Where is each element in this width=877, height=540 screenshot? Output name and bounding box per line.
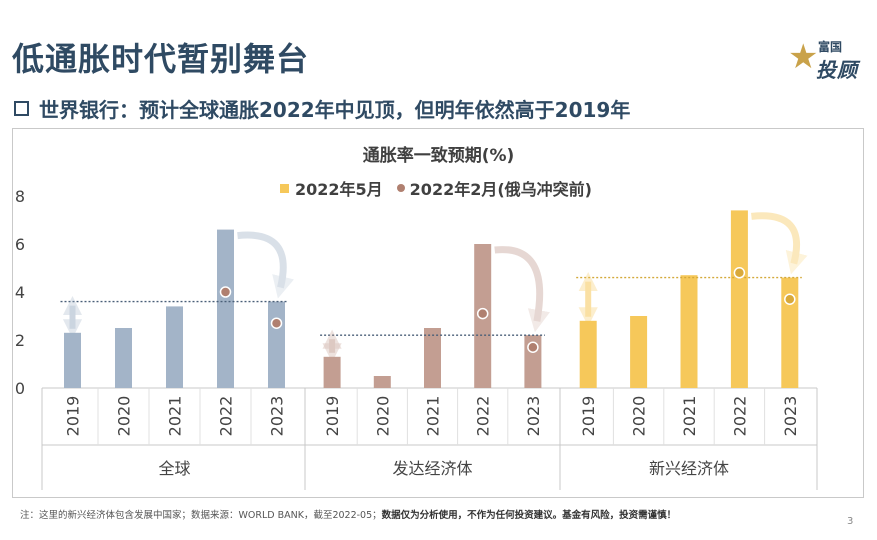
bar-2021 bbox=[424, 328, 441, 388]
group-label: 发达经济体 bbox=[392, 459, 472, 478]
feb-dot-2022 bbox=[733, 267, 746, 279]
star-icon: ★ bbox=[788, 37, 819, 77]
x-tick-label: 2020 bbox=[115, 396, 134, 437]
footnote-disclaimer: 数据仅为分析使用，不作为任何投资建议。基金有风险，投资需谨慎！ bbox=[381, 510, 677, 521]
x-tick-label: 2020 bbox=[630, 396, 649, 437]
bar-2022 bbox=[730, 210, 748, 388]
bar-2021 bbox=[680, 275, 698, 388]
feb-dot-2023 bbox=[270, 317, 283, 329]
feb-dot-2022 bbox=[476, 307, 489, 320]
bar-2020 bbox=[630, 316, 648, 388]
feb-dot-2022 bbox=[219, 286, 232, 298]
legend-label-feb: 2022年2月(俄乌冲突前) bbox=[409, 180, 592, 199]
x-tick-label: 2023 bbox=[268, 396, 287, 437]
x-tick-label: 2023 bbox=[524, 396, 543, 437]
subtitle-text: 世界银行：预计全球通胀2022年中见顶，但明年依然高于2019年 bbox=[39, 98, 631, 122]
decline-curved-arrow bbox=[494, 246, 550, 333]
bar-2019 bbox=[64, 332, 81, 388]
y-tick-label: 0 bbox=[15, 379, 25, 398]
feb-dot-2023 bbox=[527, 341, 539, 353]
bar-2020 bbox=[115, 328, 132, 388]
bar-2023 bbox=[268, 301, 285, 388]
bar-2022 bbox=[217, 229, 234, 388]
decline-curved-arrow bbox=[237, 231, 295, 299]
chart-title: 通胀率一致预期(%) bbox=[362, 146, 515, 166]
footnote-source: 注：这里的新兴经济体包含发展中国家；数据来源：WORLD BANK，截至2022… bbox=[20, 510, 382, 521]
x-tick-label: 2019 bbox=[64, 396, 83, 437]
square-bullet-icon bbox=[14, 101, 29, 116]
x-tick-label: 2021 bbox=[424, 396, 443, 437]
x-tick-label: 2019 bbox=[323, 396, 342, 437]
bar-2023 bbox=[781, 277, 799, 388]
x-tick-label: 2023 bbox=[781, 396, 800, 437]
logo-bottom-text: 投顾 bbox=[816, 58, 858, 82]
y-tick-label: 8 bbox=[15, 187, 25, 206]
chart-panel bbox=[12, 128, 864, 498]
bar-2020 bbox=[373, 376, 391, 388]
page-number: 3 bbox=[847, 516, 854, 527]
x-tick-label: 2019 bbox=[579, 396, 598, 437]
y-tick-label: 2 bbox=[15, 331, 25, 350]
page-title: 低通胀时代暂别舞台 bbox=[12, 40, 310, 78]
footnote: 注：这里的新兴经济体包含发展中国家；数据来源：WORLD BANK，截至2022… bbox=[20, 507, 676, 521]
x-tick-label: 2022 bbox=[730, 396, 749, 437]
bar-2019 bbox=[579, 320, 597, 388]
legend-dot-feb bbox=[396, 184, 405, 192]
subtitle: 世界银行：预计全球通胀2022年中见顶，但明年依然高于2019年 bbox=[14, 94, 630, 123]
x-tick-label: 2020 bbox=[373, 396, 392, 437]
y-tick-label: 6 bbox=[15, 235, 25, 254]
x-tick-label: 2021 bbox=[166, 396, 185, 437]
legend-swatch-may bbox=[280, 183, 289, 193]
chart-legend: 2022年5月 2022年2月(俄乌冲突前) bbox=[280, 176, 592, 200]
feb-dot-2023 bbox=[784, 293, 796, 305]
group-label: 新兴经济体 bbox=[649, 459, 729, 478]
logo-top-text: 富国 bbox=[818, 40, 843, 54]
decline-curved-arrow bbox=[751, 212, 808, 275]
legend-label-may: 2022年5月 bbox=[295, 180, 383, 199]
x-tick-label: 2021 bbox=[680, 396, 699, 437]
x-tick-label: 2022 bbox=[217, 396, 236, 437]
group-label: 全球 bbox=[158, 459, 190, 478]
bar-2019 bbox=[323, 356, 341, 388]
x-tick-label: 2022 bbox=[474, 396, 493, 437]
y-tick-label: 4 bbox=[15, 283, 25, 302]
logo: ★ 富国 投顾 bbox=[788, 36, 872, 82]
bar-2021 bbox=[166, 306, 183, 388]
